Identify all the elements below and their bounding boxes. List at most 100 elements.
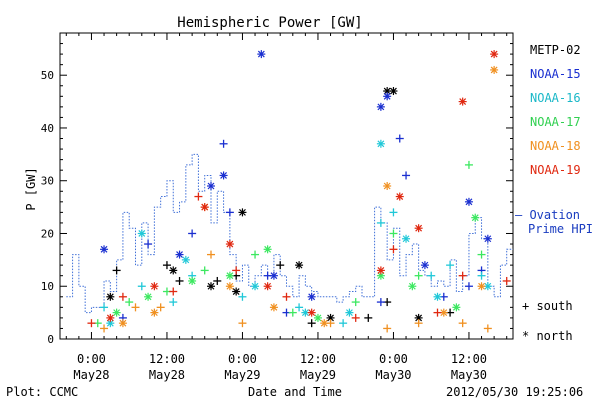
north-point <box>238 208 247 217</box>
north-point <box>225 282 234 291</box>
y-tick-label: 0 <box>47 333 54 346</box>
x-tick-label-time: 12:00 <box>451 352 487 366</box>
series-legend: METP-02 NOAA-15 NOAA-16 NOAA-17 NOAA-18 NOAA-… <box>530 43 581 177</box>
y-tick-label: 10 <box>41 280 54 293</box>
south-point <box>376 218 385 227</box>
north-point <box>112 308 121 317</box>
north-point <box>181 255 190 264</box>
south-point <box>194 192 203 201</box>
south-point <box>125 298 134 307</box>
south-point <box>477 250 486 259</box>
north-point <box>408 282 417 291</box>
south-point <box>389 208 398 217</box>
south-point <box>100 324 109 333</box>
south-point <box>137 282 146 291</box>
north-point <box>188 276 197 285</box>
north-point <box>144 292 153 301</box>
south-point <box>307 319 316 328</box>
north-point <box>307 292 316 301</box>
south-point <box>351 313 360 322</box>
north-point <box>225 271 234 280</box>
north-point <box>376 266 385 275</box>
south-point <box>276 261 285 270</box>
plot-frame <box>59 32 514 340</box>
north-point <box>464 197 473 206</box>
north-point <box>402 234 411 243</box>
south-point <box>464 160 473 169</box>
north-point <box>269 271 278 280</box>
south-point <box>458 271 467 280</box>
ovation-label-line1: — Ovation <box>515 208 580 222</box>
south-point <box>219 139 228 148</box>
south-point <box>502 276 511 285</box>
x-tick-label-date: May29 <box>300 368 336 382</box>
north-point <box>490 65 499 74</box>
south-point <box>458 319 467 328</box>
north-point <box>150 308 159 317</box>
north-point <box>376 139 385 148</box>
north-point <box>207 282 215 291</box>
legend-entry: NOAA-19 <box>530 163 581 177</box>
north-point <box>345 308 354 317</box>
north-point <box>383 92 392 101</box>
x-tick-label-date: May28 <box>149 368 185 382</box>
south-point <box>483 324 492 333</box>
south-point <box>169 287 178 296</box>
north-point <box>263 282 272 291</box>
north-point <box>477 282 486 291</box>
north-point <box>219 171 228 180</box>
north-point <box>471 213 480 222</box>
north-point <box>169 266 178 275</box>
x-tick-label-date: May30 <box>375 368 411 382</box>
south-point <box>213 276 222 285</box>
south-point <box>433 308 442 317</box>
north-point <box>295 261 304 270</box>
south-point <box>389 229 398 238</box>
y-tick-label: 20 <box>41 227 54 240</box>
south-point <box>207 250 215 259</box>
x-ticks: 0:00 May28 12:00 May28 0:00 May29 12:00 May29 0:… <box>65 33 508 382</box>
north-point <box>320 319 329 328</box>
south-point <box>339 319 348 328</box>
north-point <box>458 97 467 106</box>
south-point <box>351 298 360 307</box>
footer-right: 2012/05/30 19:25:06 <box>446 385 583 399</box>
north-point <box>383 182 392 190</box>
south-point <box>232 266 241 275</box>
ovation-hpi-path <box>66 153 513 314</box>
y-tick-label: 40 <box>41 122 54 135</box>
north-point <box>106 313 115 322</box>
north-point <box>420 261 429 270</box>
north-point <box>452 303 461 312</box>
south-point <box>175 276 184 285</box>
north-point <box>137 229 146 238</box>
north-point <box>263 245 272 254</box>
south-point <box>251 250 260 259</box>
north-point <box>257 50 266 59</box>
y-axis-label: P [GW] <box>24 167 38 210</box>
marker-legend-entry: + south <box>522 299 573 313</box>
south-point <box>414 271 423 280</box>
south-point <box>389 245 398 254</box>
south-point <box>156 303 165 312</box>
north-point <box>251 282 260 291</box>
south-point <box>112 266 121 275</box>
north-point <box>232 287 241 296</box>
north-point <box>483 282 492 291</box>
south-point <box>464 282 473 291</box>
north-point <box>433 292 442 301</box>
south-point <box>131 303 140 312</box>
south-point <box>282 292 291 301</box>
south-point <box>238 292 247 301</box>
south-point <box>118 292 127 301</box>
north-point <box>395 192 404 201</box>
legend-entry: NOAA-15 <box>530 67 581 81</box>
north-point <box>150 282 159 291</box>
footer-left: Plot: CCMC <box>6 385 78 399</box>
legend-entry: NOAA-17 <box>530 115 581 129</box>
legend-entry: NOAA-16 <box>530 91 581 105</box>
south-point <box>169 298 178 307</box>
south-point <box>144 240 153 249</box>
south-point <box>446 261 455 270</box>
